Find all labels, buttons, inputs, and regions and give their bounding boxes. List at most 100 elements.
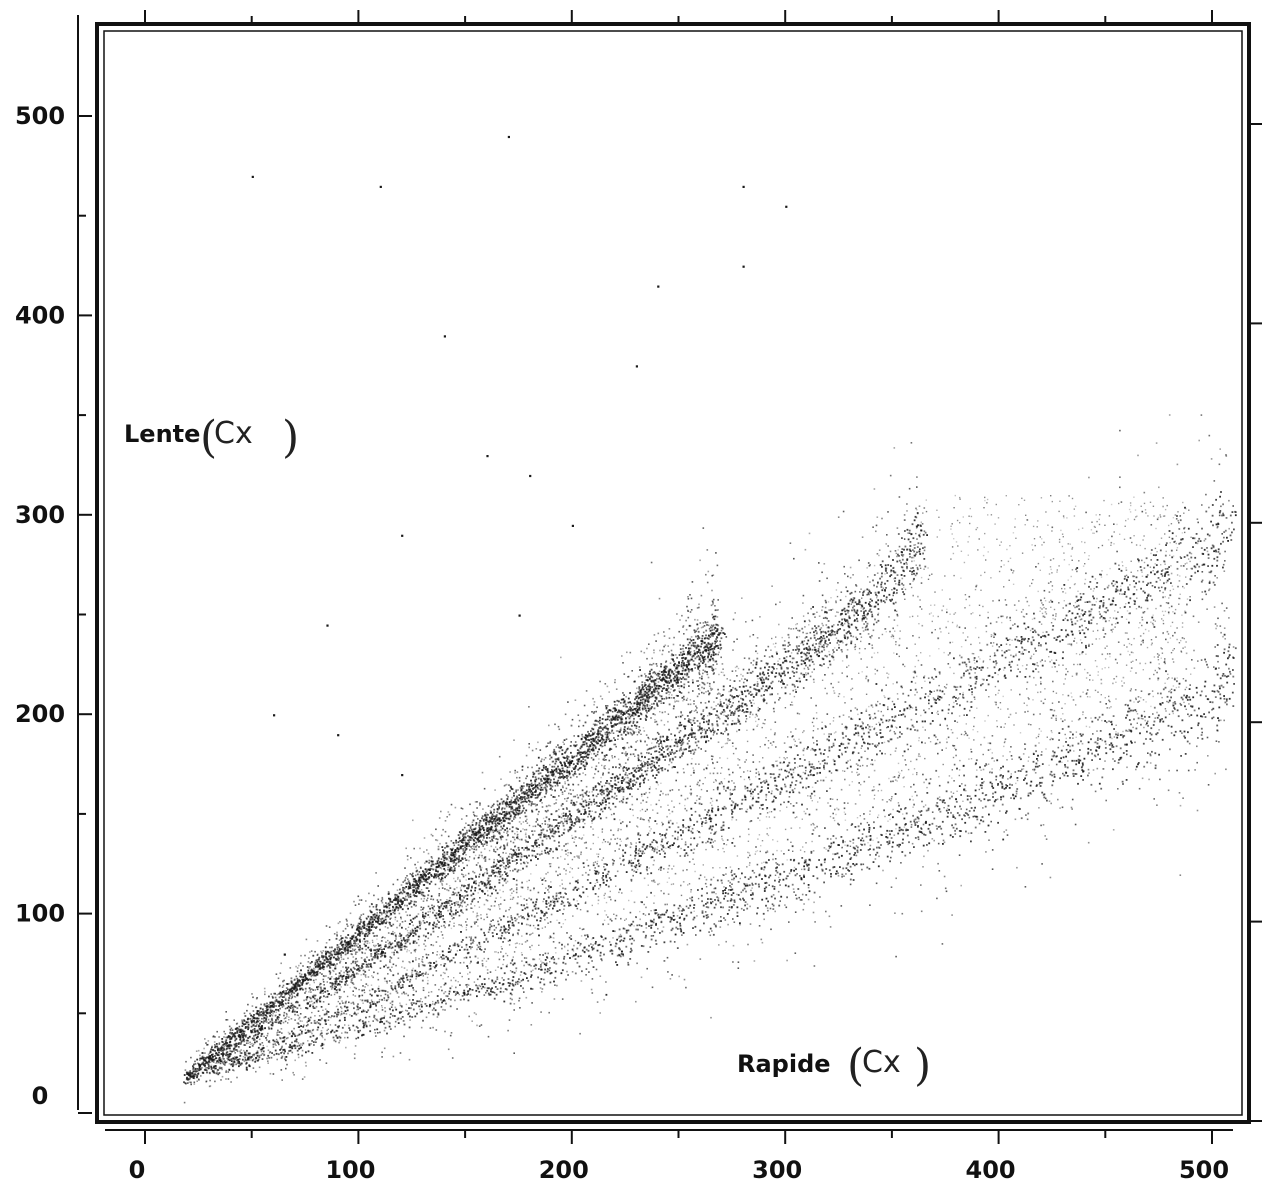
data-point bbox=[280, 995, 282, 997]
data-point bbox=[737, 719, 740, 722]
data-point bbox=[464, 835, 466, 838]
data-point bbox=[564, 762, 566, 765]
data-point bbox=[344, 927, 347, 930]
data-point bbox=[554, 723, 556, 726]
data-point bbox=[472, 828, 475, 831]
data-point bbox=[432, 860, 434, 863]
data-point bbox=[644, 704, 647, 707]
data-point bbox=[638, 731, 640, 734]
data-point bbox=[359, 934, 361, 937]
data-point bbox=[687, 647, 690, 650]
data-point bbox=[509, 828, 511, 830]
data-point bbox=[614, 779, 617, 782]
data-point bbox=[524, 811, 526, 814]
data-point bbox=[553, 778, 555, 781]
data-point bbox=[683, 695, 685, 698]
data-point bbox=[338, 950, 341, 952]
data-point bbox=[689, 703, 692, 706]
data-point bbox=[427, 873, 430, 875]
data-point bbox=[333, 970, 335, 973]
data-point bbox=[712, 670, 714, 672]
data-point bbox=[541, 788, 544, 791]
data-point bbox=[327, 951, 330, 953]
data-point bbox=[351, 950, 353, 952]
data-point bbox=[432, 898, 435, 901]
data-point bbox=[601, 698, 604, 700]
data-point bbox=[711, 600, 714, 602]
data-point bbox=[702, 659, 705, 662]
data-point bbox=[382, 912, 384, 914]
data-point bbox=[492, 835, 495, 838]
data-point bbox=[342, 966, 344, 968]
data-point bbox=[683, 678, 686, 681]
data-point bbox=[515, 813, 518, 815]
data-point bbox=[357, 946, 359, 948]
data-point bbox=[530, 803, 533, 805]
data-point bbox=[647, 707, 650, 710]
data-point bbox=[437, 905, 439, 907]
data-point bbox=[704, 655, 706, 658]
data-point bbox=[636, 711, 638, 714]
data-point bbox=[456, 847, 459, 850]
data-point bbox=[667, 720, 669, 723]
data-point bbox=[651, 691, 653, 693]
data-point bbox=[244, 1030, 246, 1033]
data-point bbox=[370, 923, 373, 926]
data-point bbox=[530, 804, 533, 807]
data-point bbox=[802, 660, 805, 662]
data-point bbox=[488, 837, 491, 839]
data-points bbox=[183, 135, 1237, 1104]
data-point bbox=[707, 652, 710, 655]
data-point bbox=[506, 832, 508, 834]
data-point bbox=[563, 739, 566, 741]
data-point bbox=[915, 572, 918, 575]
data-point bbox=[687, 651, 690, 653]
data-point bbox=[688, 740, 690, 742]
data-point bbox=[565, 787, 568, 790]
data-point bbox=[377, 919, 380, 921]
data-point bbox=[460, 841, 463, 843]
data-point bbox=[423, 897, 426, 900]
data-point bbox=[836, 630, 839, 633]
data-point bbox=[310, 975, 313, 978]
data-point bbox=[392, 883, 395, 886]
data-point bbox=[452, 842, 455, 844]
data-point bbox=[594, 746, 597, 748]
data-point bbox=[360, 967, 363, 970]
data-point bbox=[687, 681, 690, 683]
data-point bbox=[655, 697, 657, 700]
data-point bbox=[579, 747, 582, 750]
data-point bbox=[637, 764, 639, 767]
data-point bbox=[430, 873, 433, 876]
data-point bbox=[532, 771, 534, 774]
data-point bbox=[333, 978, 335, 980]
data-point bbox=[313, 997, 316, 1000]
data-point bbox=[535, 778, 538, 781]
data-point bbox=[552, 774, 554, 777]
data-point bbox=[503, 831, 505, 834]
data-point bbox=[653, 689, 656, 692]
data-point bbox=[665, 676, 668, 679]
data-point bbox=[646, 657, 648, 660]
data-point bbox=[271, 1024, 274, 1027]
data-point bbox=[637, 731, 640, 733]
data-point bbox=[683, 664, 685, 666]
data-point bbox=[226, 1036, 229, 1038]
data-point bbox=[597, 732, 600, 735]
data-point bbox=[659, 753, 662, 756]
data-point bbox=[620, 712, 623, 715]
data-point bbox=[454, 850, 456, 852]
data-point bbox=[254, 1041, 256, 1044]
data-point bbox=[247, 1021, 250, 1024]
data-point bbox=[409, 873, 412, 875]
data-point bbox=[713, 618, 716, 621]
data-point bbox=[394, 893, 397, 896]
data-point bbox=[545, 745, 547, 748]
data-point bbox=[517, 813, 519, 816]
data-point bbox=[575, 773, 577, 775]
data-point bbox=[643, 695, 646, 697]
data-point bbox=[580, 746, 583, 748]
data-point bbox=[640, 696, 642, 699]
data-point bbox=[637, 715, 640, 718]
